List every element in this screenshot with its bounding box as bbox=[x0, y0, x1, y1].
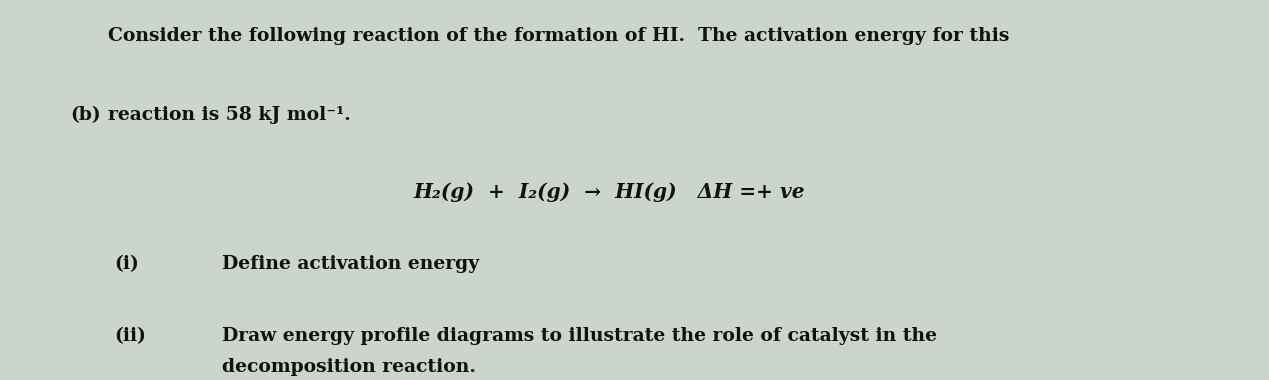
Text: reaction is 58 kJ mol⁻¹.: reaction is 58 kJ mol⁻¹. bbox=[108, 106, 350, 124]
Text: (ii): (ii) bbox=[114, 327, 146, 345]
Text: decomposition reaction.: decomposition reaction. bbox=[222, 358, 476, 376]
Text: Consider the following reaction of the formation of HI.  The activation energy f: Consider the following reaction of the f… bbox=[108, 27, 1009, 44]
Text: (b): (b) bbox=[70, 106, 100, 124]
Text: Define activation energy: Define activation energy bbox=[222, 255, 480, 272]
Text: H₂(g)  +  I₂(g)  →  HI(g)   ΔH =+ ve: H₂(g) + I₂(g) → HI(g) ΔH =+ ve bbox=[414, 182, 805, 203]
Text: Draw energy profile diagrams to illustrate the role of catalyst in the: Draw energy profile diagrams to illustra… bbox=[222, 327, 937, 345]
Text: (i): (i) bbox=[114, 255, 140, 272]
